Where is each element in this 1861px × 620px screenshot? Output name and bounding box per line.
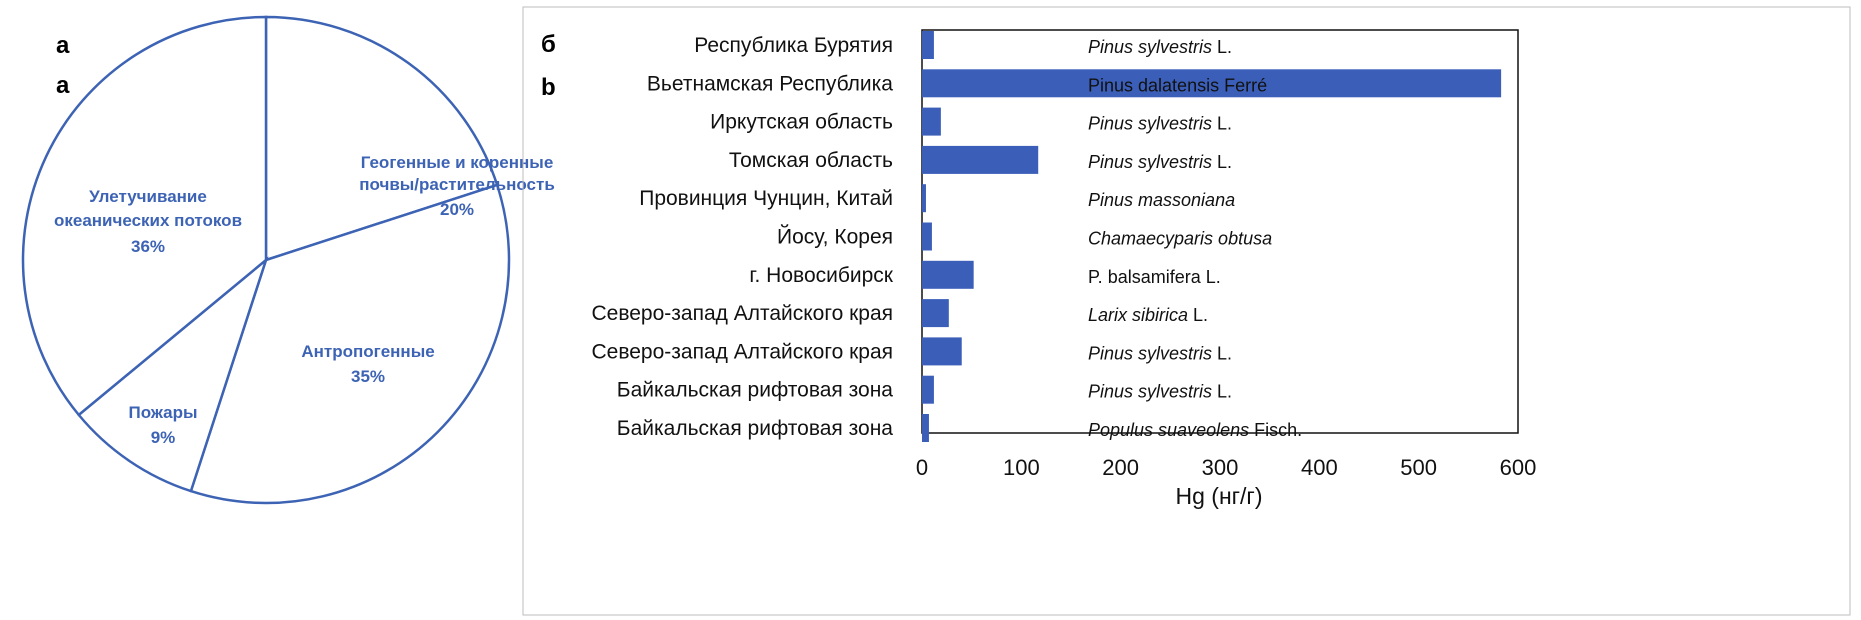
x-tick-label-0: 0	[916, 455, 928, 480]
category-label-9: Байкальская рифтовая зона	[617, 379, 894, 402]
pie-label-anthropogenic: Антропогенные	[301, 342, 434, 361]
category-labels: Республика Бурятия Вьетнамская Республика…	[591, 34, 893, 440]
bar-8	[922, 337, 962, 366]
x-axis-ticks: 0 100 200 300 400 500 600	[916, 455, 1536, 480]
pie-slice-3	[21, 15, 268, 417]
x-tick-label-6: 600	[1500, 455, 1537, 480]
pie-label-geogenic-line2: почвы/растительность	[359, 175, 555, 194]
bars	[922, 31, 1502, 442]
category-label-0: Республика Бурятия	[694, 34, 893, 57]
species-label-9: Pinus sylvestris L.	[1088, 382, 1232, 402]
category-label-10: Байкальская рифтовая зона	[617, 417, 894, 440]
species-label-0: Pinus sylvestris L.	[1088, 37, 1232, 57]
x-tick-label-2: 200	[1102, 455, 1139, 480]
pie-chart-panel: а a Геогенные и коренные почвы/раститель…	[21, 15, 555, 505]
bar-2	[922, 107, 941, 136]
category-label-3: Томская область	[729, 149, 893, 172]
species-label-4: Pinus massoniana	[1088, 190, 1235, 210]
species-label-8: Pinus sylvestris L.	[1088, 343, 1232, 363]
bar-panel-letter-cyrillic: б	[541, 31, 556, 58]
x-tick-label-3: 300	[1202, 455, 1239, 480]
category-label-6: г. Новосибирск	[749, 264, 893, 287]
pie-slice-1	[189, 183, 511, 505]
pie-panel-letter-latin: a	[56, 72, 70, 99]
category-label-8: Северо-запад Алтайского края	[591, 340, 893, 363]
bar-6	[922, 260, 974, 289]
pie-slice-0	[264, 15, 499, 262]
pie-labels: Геогенные и коренные почвы/растительност…	[54, 153, 555, 447]
pie-label-fires: Пожары	[129, 403, 198, 422]
category-label-1: Вьетнамская Республика	[647, 72, 893, 95]
x-tick-label-1: 100	[1003, 455, 1040, 480]
x-tick-label-5: 500	[1400, 455, 1437, 480]
species-label-3: Pinus sylvestris L.	[1088, 152, 1232, 172]
species-label-10: Populus suaveolens Fisch.	[1088, 420, 1302, 440]
bar-panel-letter-latin: b	[541, 74, 556, 101]
bar-chart-panel: б b Республика Бурятия Вьетнамская Респуб…	[522, 6, 1851, 616]
bar-panel-frame	[522, 6, 1851, 616]
category-label-2: Иркутская область	[710, 111, 893, 134]
x-tick-label-4: 400	[1301, 455, 1338, 480]
pie-label-ocean: Улетучивание	[89, 187, 207, 206]
species-label-2: Pinus sylvestris L.	[1088, 114, 1232, 134]
species-label-7: Larix sibirica L.	[1088, 305, 1208, 325]
x-axis-title: Hg (нг/г)	[1176, 483, 1263, 509]
species-label-1: Pinus dalatensis Ferré	[1088, 75, 1267, 95]
species-labels: Pinus sylvestris L. Pinus dalatensis Ferr…	[1088, 37, 1302, 440]
pie-label-fires-pct: 9%	[151, 428, 176, 447]
species-label-6: P. balsamifera L.	[1088, 267, 1221, 287]
bar-5	[922, 222, 932, 251]
pie-slices	[21, 15, 511, 505]
pie-label-ocean-pct: 36%	[131, 237, 165, 256]
bar-9	[922, 375, 934, 404]
category-label-7: Северо-запад Алтайского края	[591, 302, 893, 325]
pie-slice-2	[77, 256, 269, 493]
bar-3	[922, 145, 1039, 174]
pie-label-ocean-line2: океанических потоков	[54, 211, 242, 230]
pie-label-anthropogenic-pct: 35%	[351, 367, 385, 386]
pie-label-geogenic-line1: Геогенные и коренные	[361, 153, 554, 172]
category-label-5: Йосу, Корея	[777, 225, 893, 249]
bar-4	[922, 184, 926, 213]
species-label-5: Chamaecyparis obtusa	[1088, 229, 1272, 249]
pie-label-geogenic-pct: 20%	[440, 200, 474, 219]
bar-0	[922, 31, 934, 59]
bar-7	[922, 299, 949, 328]
bar-10	[922, 414, 929, 442]
pie-panel-letter-cyrillic: а	[56, 32, 70, 59]
bar-1	[922, 69, 1502, 98]
category-label-4: Провинция Чунцин, Китай	[639, 187, 893, 210]
